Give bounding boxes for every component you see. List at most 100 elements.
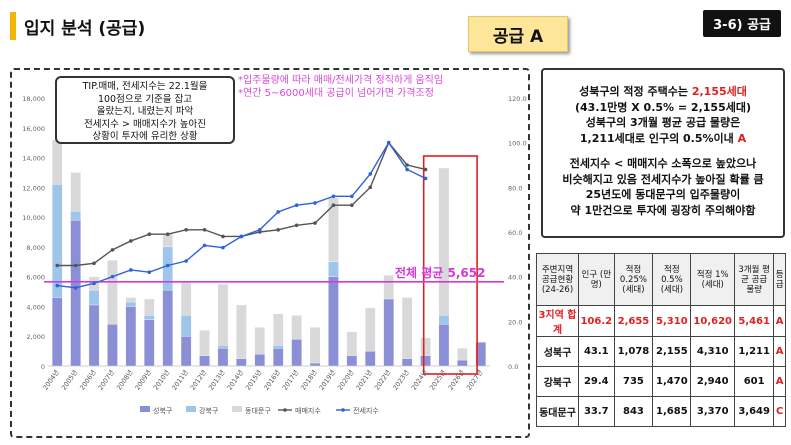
table-cell: 1,685 <box>652 396 692 427</box>
index-point <box>386 140 391 145</box>
summary-line: 1,211세대로 인구의 0.5%이내 A <box>579 131 747 145</box>
section-badge: 3-6) 공급 <box>703 10 781 37</box>
summary-line: 성북구의 3개월 평균 공급 물량은 <box>585 116 741 129</box>
index-point <box>350 203 354 207</box>
table-header: 3개월 평균 공급 물량 <box>733 253 775 306</box>
table-cell: 10,620 <box>690 305 735 337</box>
y2-tick-label: 60.0 <box>508 229 522 237</box>
table-row: 3지역 합계 106.2 2,655 5,310 10,620 5,461 A <box>536 305 786 337</box>
summary-line: (43.1만명 X 0.5% = 2,155세대) <box>575 100 751 114</box>
index-point <box>184 259 188 263</box>
bar-segment <box>272 313 284 346</box>
index-point <box>350 194 354 199</box>
bar-segment <box>383 275 394 300</box>
index-point <box>423 167 428 172</box>
table-header: 적정 1% (세대) <box>690 253 735 306</box>
index-point <box>313 221 317 225</box>
page-title: 입지 분석 (공급) <box>24 19 146 39</box>
supply-grade-tag: 공급 A <box>468 16 568 52</box>
table-header: 등급 <box>773 253 786 306</box>
table-cell: 3지역 합계 <box>536 305 579 337</box>
bar-segment <box>420 355 431 367</box>
x-tick-label: 2014년 <box>225 368 245 392</box>
bar-segment <box>70 219 81 367</box>
bar-segment <box>125 301 137 307</box>
legend-swatch <box>186 406 196 412</box>
table-header-row: 주변지역 공급현황 (24-26) 인구 (만명) 적정 0.25% (세대) … <box>536 253 786 306</box>
x-tick-label: 2015년 <box>243 368 263 392</box>
note-line: *연간 5~6000세대 공급이 넘어가면 가격조정 <box>238 88 434 99</box>
bar-segment <box>346 355 358 367</box>
index-point <box>331 203 336 207</box>
x-tick-label: 2019년 <box>317 368 337 392</box>
x-tick-label: 2009년 <box>133 368 153 392</box>
bar-segment <box>457 359 468 367</box>
bar-segment <box>438 167 450 316</box>
y-tick-label: 8,000 <box>26 244 45 252</box>
bar-segment <box>328 276 339 367</box>
table-cell: 강북구 <box>536 366 579 397</box>
index-point <box>239 234 244 239</box>
y-tick-label: 18,000 <box>22 95 45 103</box>
index-line <box>57 141 426 267</box>
y-tick-label: 0 <box>41 363 45 371</box>
summary-line: 25년도에 동대문구의 입주물량이 <box>585 188 741 201</box>
tip-box: TIP.매매, 전세지수는 22.1월을 100점으로 기준을 잡고 올랐는지,… <box>55 76 235 144</box>
index-point <box>221 234 225 239</box>
x-tick-label: 2017년 <box>280 368 300 392</box>
x-tick-label: 2021년 <box>354 368 374 392</box>
summary-grade: A <box>737 131 747 145</box>
bar-segment <box>217 283 229 346</box>
table-cell: 3,649 <box>733 396 775 427</box>
table-cell: 43.1 <box>578 336 615 367</box>
index-point <box>423 176 428 181</box>
index-point <box>276 210 281 214</box>
y-tick-label: 4,000 <box>26 303 45 311</box>
supply-table: 주변지역 공급현황 (24-26) 인구 (만명) 적정 0.25% (세대) … <box>536 253 786 427</box>
index-point <box>368 172 373 176</box>
table-cell: 2,940 <box>690 366 735 397</box>
bar-segment <box>125 306 137 367</box>
index-point <box>294 223 299 228</box>
table-header: 인구 (만명) <box>578 253 615 306</box>
x-tick-label: 2024년 <box>409 368 429 392</box>
legend-label: 성북구 <box>153 406 173 415</box>
bar-segment <box>309 362 321 367</box>
index-point <box>129 239 133 243</box>
bar-segment <box>438 315 450 325</box>
legend-swatch-dot <box>283 408 287 412</box>
index-point <box>73 263 78 268</box>
bar-segment <box>217 347 229 367</box>
index-point <box>165 232 170 237</box>
table-cell: 성북구 <box>536 336 579 367</box>
chart-notes: *입주물량에 따라 매매/전세가격 정직하게 움직임 *연간 5~6000세대 … <box>238 74 518 100</box>
bar-segment <box>180 336 192 367</box>
bar-segment <box>70 172 81 212</box>
x-tick-label: 2012년 <box>188 368 208 392</box>
table-cell: 29.4 <box>578 366 615 397</box>
x-tick-label: 2006년 <box>77 368 97 392</box>
table-row: 동대문구 33.7 843 1,685 3,370 3,649 C <box>536 396 786 427</box>
y2-tick-label: 20.0 <box>508 318 522 326</box>
bar-segment <box>328 261 339 277</box>
bar-segment <box>144 315 155 320</box>
table-cell: A <box>773 366 786 397</box>
bar-segment <box>51 184 63 298</box>
x-tick-label: 2013년 <box>206 368 226 392</box>
index-point <box>147 232 152 237</box>
bar-segment <box>291 315 302 340</box>
x-tick-label: 2007년 <box>96 368 116 392</box>
index-point <box>110 274 115 279</box>
bar-segment <box>254 353 266 367</box>
bar-segment <box>180 280 192 316</box>
index-point <box>202 243 207 248</box>
supply-chart: 0 2,000 4,000 6,000 8,000 10,000 12,000 14,000 1… <box>22 95 526 415</box>
optimal-households-value: 2,155세대 <box>691 85 747 98</box>
table-cell: 5,461 <box>733 305 775 337</box>
bar-segment <box>125 297 137 303</box>
bar-segment <box>144 319 155 367</box>
x-tick-label: 2025년 <box>427 368 447 392</box>
x-tick-label: 2005년 <box>59 368 79 392</box>
table-cell: 5,310 <box>652 305 692 337</box>
table-cell: C <box>773 396 786 427</box>
